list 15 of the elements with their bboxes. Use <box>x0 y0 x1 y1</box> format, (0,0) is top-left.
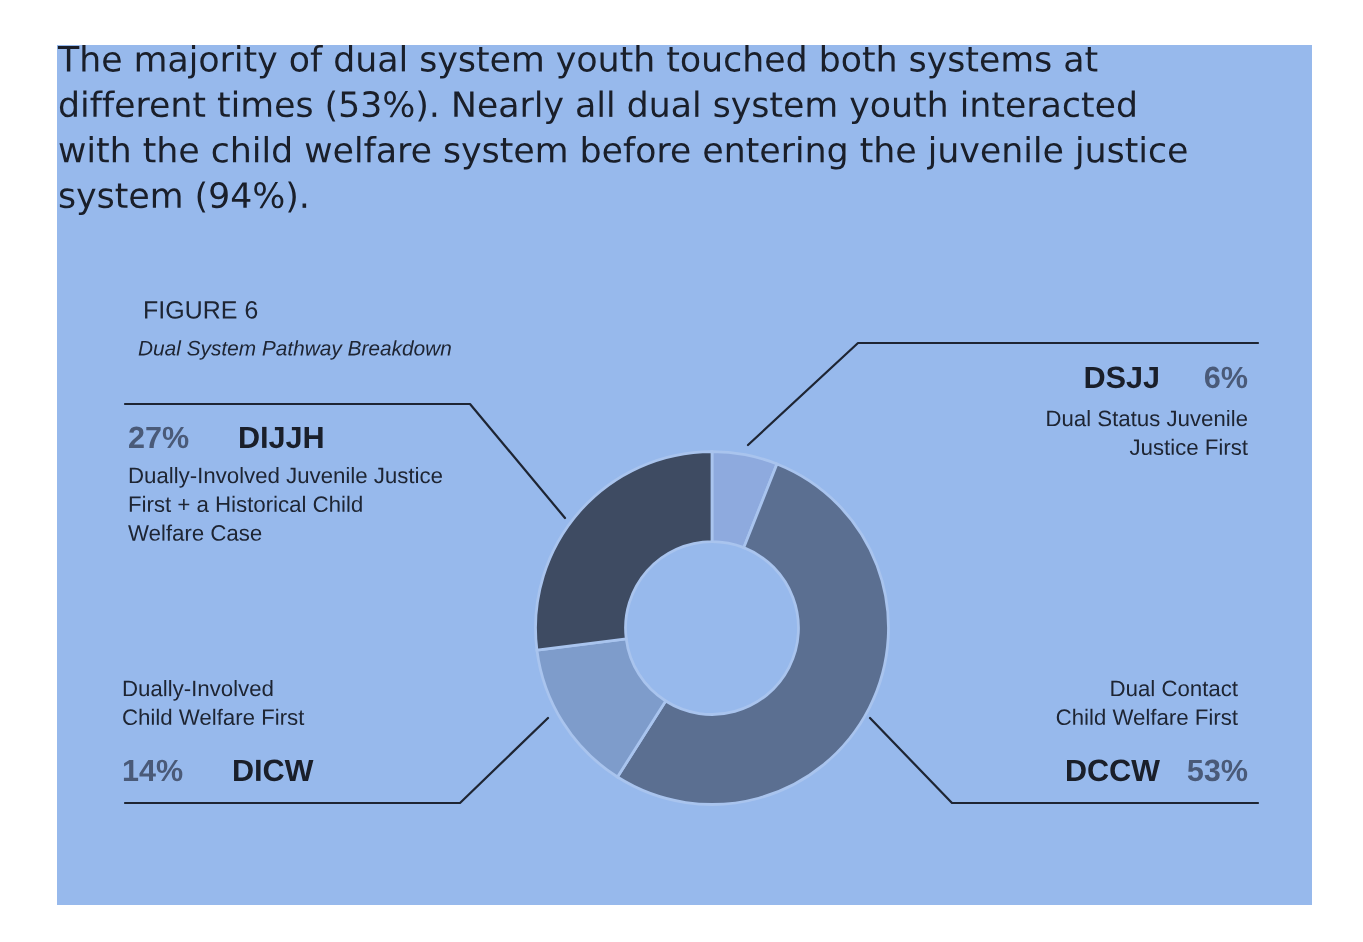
text: Dual System Pathway Breakdown <box>138 340 451 360</box>
text: Dually-Involved Child Welfare First <box>123 680 305 726</box>
text: Dually-Involved Juvenile Justice First + a Historical Child Welfare Case <box>128 467 442 541</box>
text: Dual Status Juvenile Justice First <box>1047 410 1248 456</box>
text: Dual Contact Child Welfare First <box>1056 680 1238 726</box>
slice-label: DIJJH <box>240 426 323 449</box>
data-label: 27% <box>129 426 189 449</box>
data-label: 53% <box>1187 759 1248 782</box>
slice-label: DSJJ <box>1085 366 1158 389</box>
chart-title: The majority of dual system youth touched both systems at different times (53%). Nearly all dual system youth interacted with the child welfare system before entering the juvenile justice system (94%). <box>57 45 1187 216</box>
slice-label: DCCW <box>1067 759 1160 782</box>
data-label: 6% <box>1204 366 1248 389</box>
chart-subtitle: FIGURE 6 <box>145 301 258 319</box>
data-label: 14% <box>123 759 183 782</box>
slice-label: DICW <box>234 759 314 782</box>
